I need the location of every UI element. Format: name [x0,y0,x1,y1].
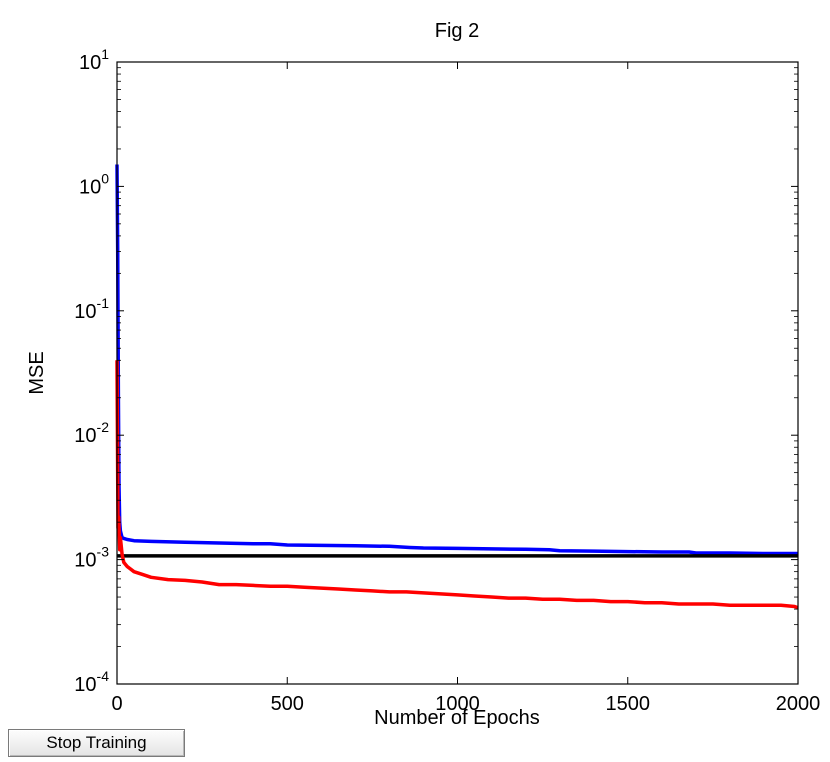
y-tick-label: 10-3 [74,544,109,572]
x-tick-label: 0 [111,693,122,715]
x-tick-label: 1500 [606,693,651,715]
x-tick-label: 1000 [435,693,480,715]
plot-area-frame [116,61,799,685]
series-line-1 [115,164,798,556]
y-tick-label: 10-4 [74,668,109,696]
x-axis-label: Number of Epochs [374,707,540,729]
stop-training-button[interactable]: Stop Training [8,729,185,757]
tick-layer: 0 500 1000 1500 2000 10-4 10-3 10-2 10-1 100 101 [74,46,820,715]
y-axis-label: MSE [26,351,48,394]
series-layer [115,164,799,610]
series-line-3 [115,360,799,610]
x-tick-label: 500 [271,693,304,715]
y-tick-label: 10-2 [74,419,109,447]
y-tick-label: 101 [79,46,109,74]
chart-title: Fig 2 [435,20,479,42]
x-tick-label: 2000 [776,693,821,715]
y-tick-label: 10-1 [74,295,109,323]
y-tick-label: 100 [79,170,109,198]
